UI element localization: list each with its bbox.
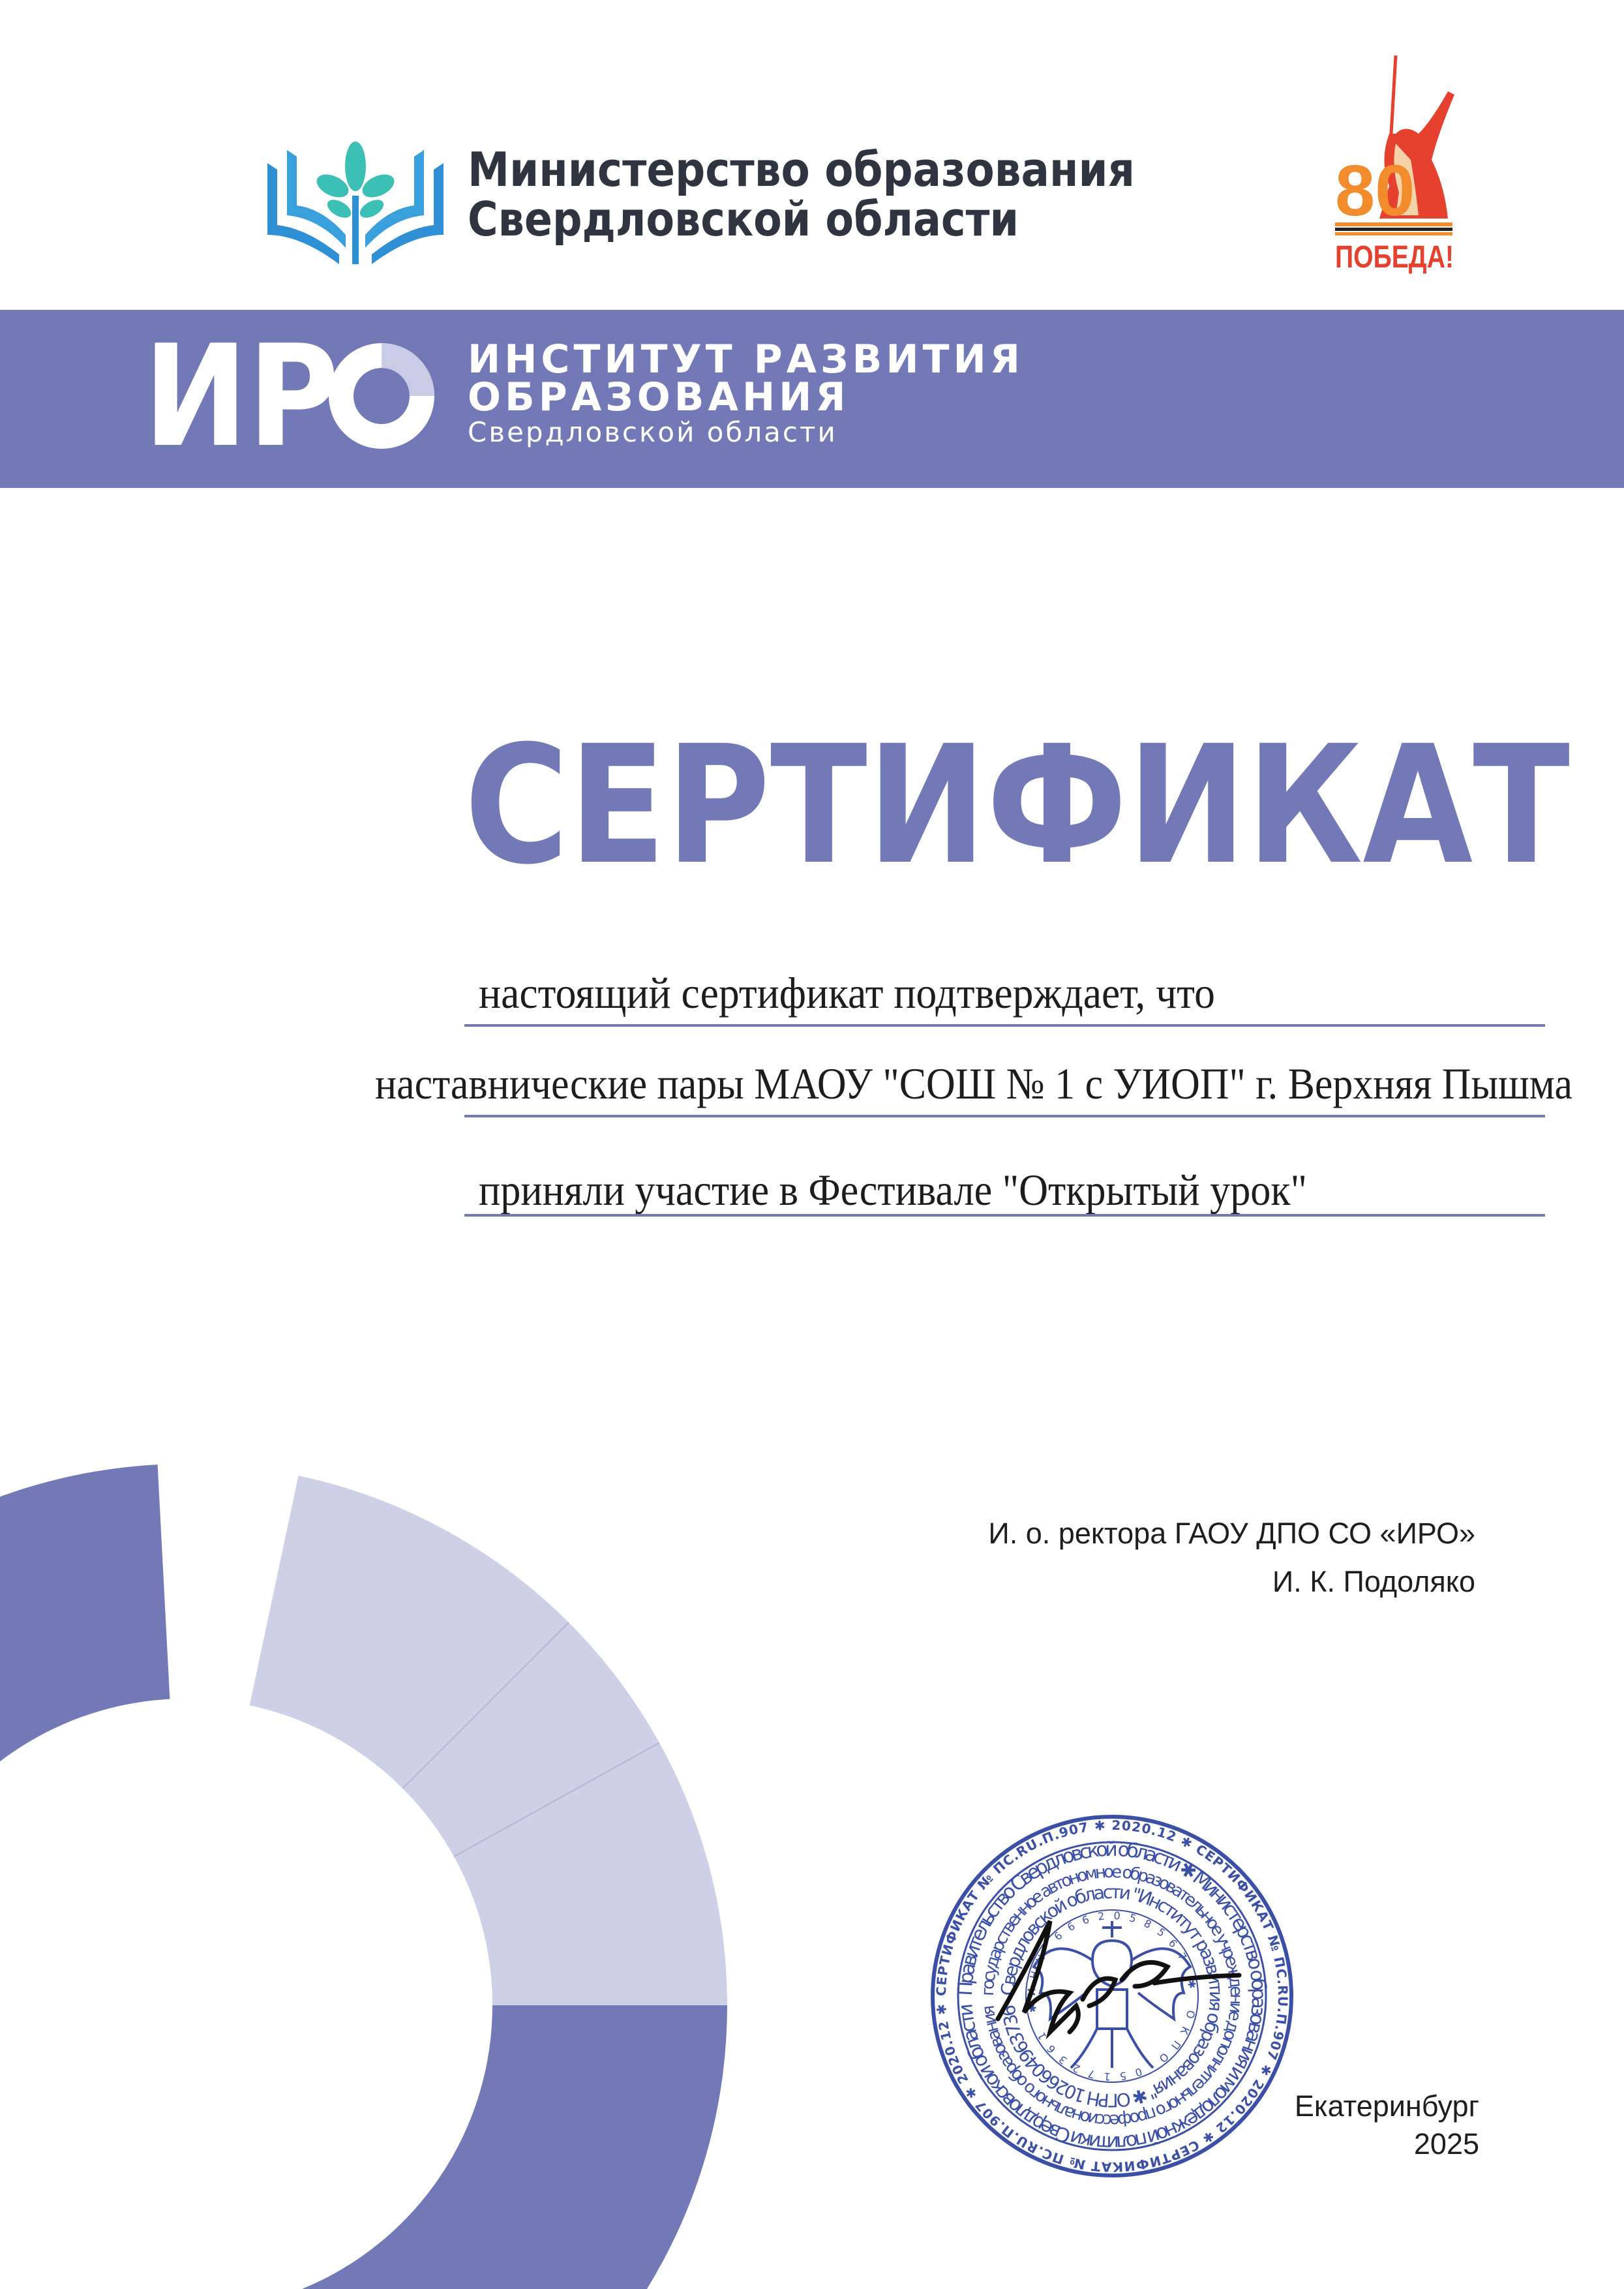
institute-banner [0,310,1624,488]
ring-segment-dark-top [0,1464,170,1762]
handwritten-signature [995,1920,1242,2040]
underline-1 [464,1024,1545,1027]
signatory-position: И. о. ректора ГАОУ ДПО СО «ИРО» [988,1517,1475,1550]
institute-region: Свердловской области [468,416,837,448]
ministry-name: Министерство образования Свердловской об… [468,145,1213,244]
ring-segment-light-3 [249,1476,569,1789]
underline-3 [464,1214,1545,1217]
victory-text: ПОБЕДА! [1335,240,1454,274]
victory-80-logo: 80 ПОБЕДА! [1335,55,1454,274]
ministry-name-line2: Свердловской области [468,192,1019,247]
official-stamp: СЕРТИФИКАТ № ПС.RU.П.907 ✱ 2020.12 ✱ СЕР… [931,1815,1293,2177]
institute-name-line1: ИНСТИТУТ РАЗВИТИЯ [468,337,1024,382]
certificate-title: СЕРТИФИКАТ [464,710,1570,900]
ring-segment-light-1 [454,1742,727,2005]
ring-divider [453,1742,660,1858]
ministry-name-line1: Министерство образования [468,142,1135,197]
institute-name: ИНСТИТУТ РАЗВИТИЯ ОБРАЗОВАНИЯ Свердловск… [468,337,1024,449]
iro-logo: ИР [143,336,434,453]
ring-segment-light-2 [402,1622,659,1857]
svg-text:ИР: ИР [143,336,339,453]
certificate-line-recipient: наставнические пары МАОУ "СОШ № 1 с УИОП… [375,1059,1572,1108]
ring-divider [402,1622,569,1789]
year: 2025 [1413,2127,1479,2160]
underline-2 [464,1115,1545,1117]
city: Екатеринбург [1294,2089,1479,2123]
institute-name-line2: ОБРАЗОВАНИЯ [468,374,850,420]
ministry-logo-icon [267,142,444,264]
certificate-line-3: приняли участие в Фестивале "Открытый ур… [479,1165,1307,1215]
signatory-name: И. К. Подоляко [1272,1565,1475,1598]
victory-number: 80 [1335,151,1415,231]
ring-segment-dark-bottom [301,2005,727,2289]
certificate-line-1: настоящий сертификат подтверждает, что [479,968,1215,1018]
